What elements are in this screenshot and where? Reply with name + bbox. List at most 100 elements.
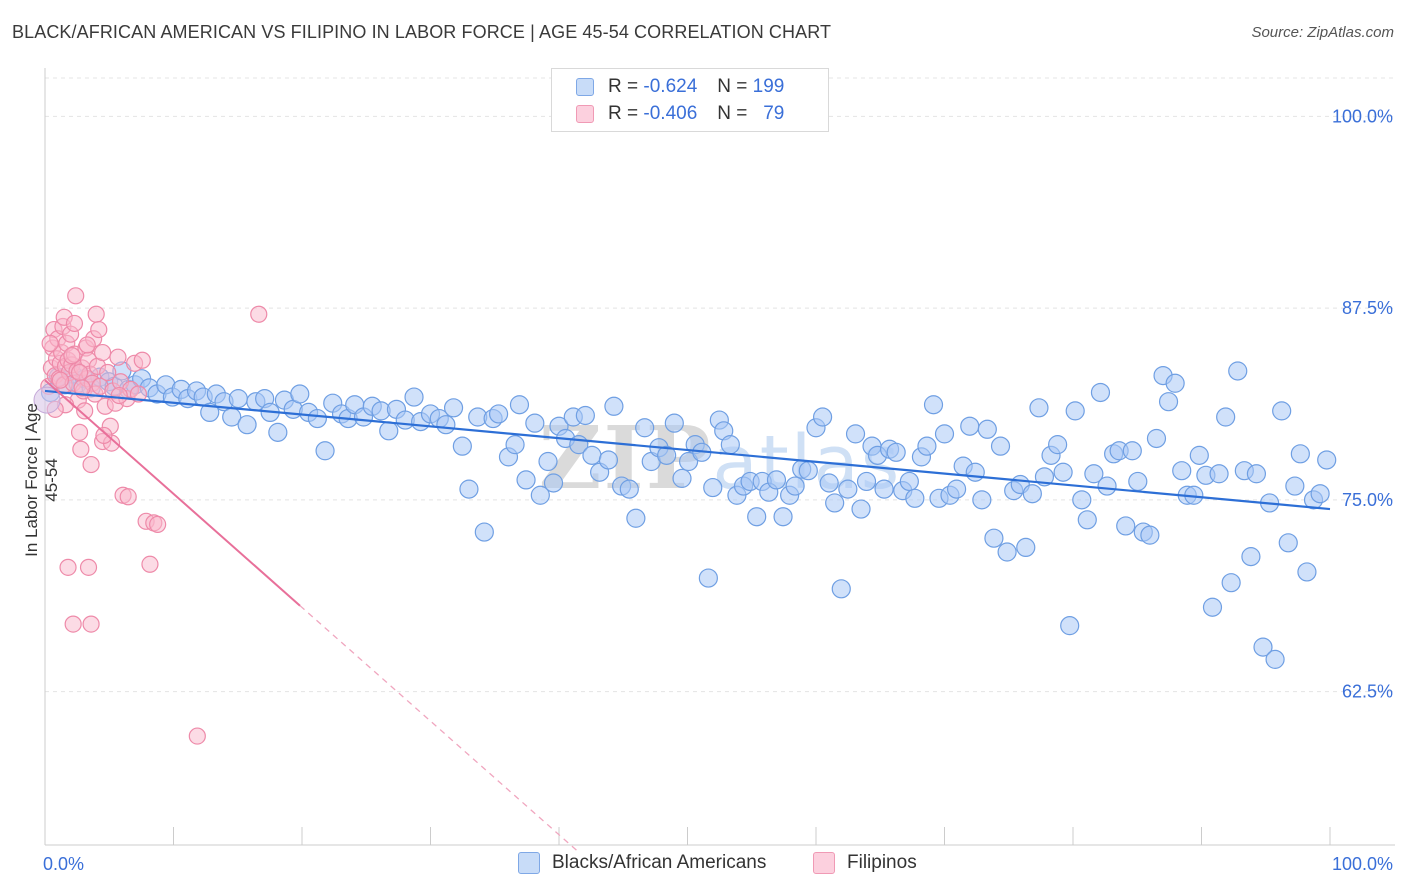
point-blacks xyxy=(1216,407,1236,427)
point-filipinos xyxy=(250,305,268,323)
point-blacks xyxy=(459,479,479,499)
point-blacks xyxy=(436,415,456,435)
legend-n-value: 199 xyxy=(752,76,785,97)
point-blacks xyxy=(604,396,624,416)
point-blacks xyxy=(575,405,595,426)
point-blacks xyxy=(1202,597,1223,617)
point-blacks xyxy=(798,461,818,481)
point-blacks xyxy=(1317,450,1337,470)
point-filipinos xyxy=(73,379,91,397)
bottom-legend-swatch-pink xyxy=(813,852,835,874)
point-blacks xyxy=(582,445,602,465)
legend-n-value: 79 xyxy=(763,103,785,124)
stats-legend: R = -0.624 N = 199 R = -0.406 N = 79 xyxy=(551,68,829,132)
point-blacks xyxy=(1272,401,1292,421)
y-tick-label: 100.0% xyxy=(1332,106,1393,126)
point-blacks xyxy=(838,479,858,499)
point-blacks xyxy=(1029,398,1049,418)
point-filipinos xyxy=(70,363,89,382)
point-blacks xyxy=(672,468,692,488)
point-blacks xyxy=(530,485,550,505)
point-blacks xyxy=(237,415,257,435)
point-filipinos xyxy=(188,727,206,745)
point-blacks xyxy=(1265,649,1285,669)
point-blacks xyxy=(1310,484,1330,504)
legend-row-filipinos: R = -0.406 N = 79 xyxy=(576,102,784,126)
point-blacks xyxy=(990,436,1011,456)
point-filipinos xyxy=(93,343,112,362)
point-blacks xyxy=(315,441,335,461)
point-blacks xyxy=(626,508,646,528)
point-blacks xyxy=(1246,464,1267,484)
legend-n-label: N = xyxy=(717,76,748,97)
point-blacks xyxy=(766,470,787,490)
point-blacks xyxy=(1060,616,1080,636)
point-blacks xyxy=(200,402,220,423)
point-blacks xyxy=(1209,464,1229,484)
point-blacks xyxy=(946,479,967,499)
x-tick-label: 0.0% xyxy=(43,854,84,874)
point-blacks xyxy=(664,413,684,433)
point-filipinos xyxy=(87,305,105,323)
y-tick-label: 75.0% xyxy=(1342,490,1393,510)
point-filipinos xyxy=(65,314,84,333)
point-blacks xyxy=(307,408,327,429)
point-blacks xyxy=(917,436,937,456)
point-blacks xyxy=(1165,373,1185,393)
point-blacks xyxy=(1072,490,1092,510)
point-blacks xyxy=(923,395,944,415)
point-blacks xyxy=(851,499,871,519)
point-blacks xyxy=(1297,562,1317,582)
point-blacks xyxy=(984,528,1004,548)
point-blacks xyxy=(1172,461,1192,481)
point-blacks xyxy=(965,462,985,482)
legend-r-value: -0.624 xyxy=(643,76,698,97)
point-filipinos xyxy=(109,348,127,366)
point-blacks xyxy=(819,473,839,493)
point-blacks xyxy=(228,389,248,409)
point-filipinos xyxy=(141,555,159,573)
point-blacks xyxy=(1285,476,1305,496)
point-filipinos xyxy=(82,455,100,474)
legend-r-value: -0.406 xyxy=(643,103,698,124)
legend-swatch-pink xyxy=(576,105,594,123)
bottom-legend-label: Filipinos xyxy=(847,852,917,873)
point-blacks xyxy=(899,471,919,492)
point-blacks xyxy=(1158,392,1179,412)
point-blacks xyxy=(1090,382,1111,403)
point-filipinos xyxy=(59,558,77,576)
legend-n-label: N = xyxy=(717,103,748,124)
point-blacks xyxy=(1097,476,1117,496)
point-blacks xyxy=(934,424,955,444)
point-blacks xyxy=(1065,401,1085,421)
point-blacks xyxy=(505,435,525,455)
point-blacks xyxy=(543,473,564,493)
chart-title: BLACK/AFRICAN AMERICAN VS FILIPINO IN LA… xyxy=(12,22,832,42)
point-blacks xyxy=(1228,361,1248,381)
legend-r-label: R = xyxy=(608,103,639,124)
point-blacks xyxy=(290,384,310,404)
point-blacks xyxy=(1122,441,1142,461)
point-blacks xyxy=(874,479,894,499)
point-blacks xyxy=(825,493,845,513)
point-blacks xyxy=(1084,464,1104,484)
legend-r-label: R = xyxy=(608,76,639,97)
point-blacks xyxy=(488,404,509,424)
bottom-legend-swatch-blue xyxy=(518,852,540,874)
point-blacks xyxy=(443,398,464,418)
point-blacks xyxy=(1253,637,1273,657)
point-blacks xyxy=(516,470,536,490)
point-blacks xyxy=(678,451,699,472)
source-label: Source: ZipAtlas.com xyxy=(1251,24,1394,41)
point-blacks xyxy=(1241,547,1261,567)
point-blacks xyxy=(812,407,833,427)
point-blacks xyxy=(1048,435,1068,455)
point-blacks xyxy=(657,445,677,465)
point-filipinos xyxy=(63,347,81,365)
point-filipinos xyxy=(70,423,89,441)
point-filipinos xyxy=(133,351,151,369)
point-blacks xyxy=(1221,573,1241,593)
point-blacks xyxy=(720,435,740,455)
point-blacks xyxy=(598,450,619,470)
